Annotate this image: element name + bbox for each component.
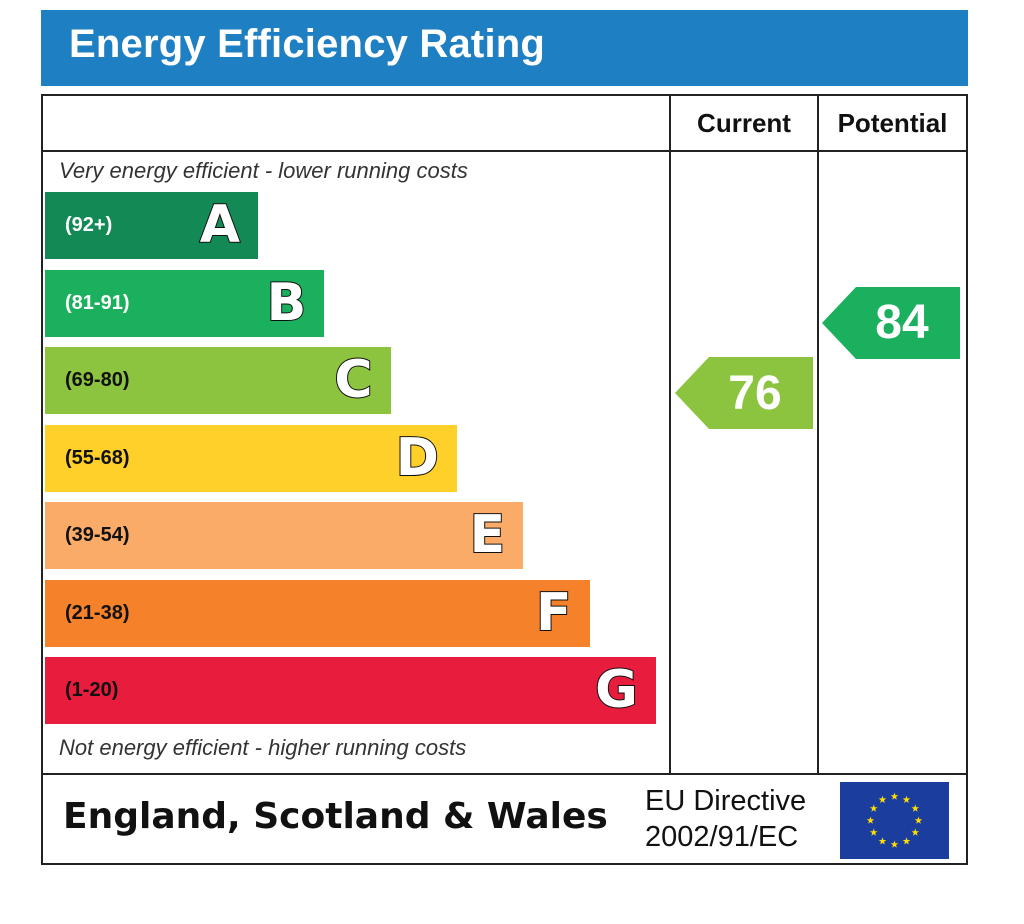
band-c: (69-80) C bbox=[45, 347, 391, 414]
band-range-label: (92+) bbox=[65, 214, 113, 236]
current-column-divider bbox=[669, 96, 671, 774]
band-e: (39-54) E bbox=[45, 502, 524, 569]
chart-title: Energy Efficiency Rating bbox=[69, 22, 546, 66]
eu-star-icon bbox=[878, 837, 887, 845]
eu-star-icon bbox=[902, 795, 911, 803]
band-range-label: (39-54) bbox=[65, 524, 130, 546]
band-letter: F bbox=[535, 582, 573, 644]
header-divider bbox=[43, 150, 966, 152]
title-bar: Energy Efficiency Rating bbox=[41, 10, 968, 86]
potential-column-divider bbox=[817, 96, 819, 774]
eu-star-icon bbox=[914, 816, 923, 824]
footer-divider bbox=[43, 773, 966, 775]
band-d: (55-68) D bbox=[45, 424, 457, 492]
eu-star-icon bbox=[869, 804, 878, 812]
band-letter: A bbox=[199, 194, 241, 256]
current-arrow-shape bbox=[675, 357, 813, 430]
band-letter: E bbox=[469, 504, 507, 566]
band-range-label: (55-68) bbox=[65, 446, 130, 469]
rating-frame: Current Potential Very energy efficient … bbox=[41, 94, 968, 865]
directive-line-2: 2002/91/EC bbox=[645, 821, 799, 853]
potential-column-header: Potential bbox=[837, 108, 948, 138]
eu-flag-icon bbox=[840, 782, 949, 859]
eu-directive: EU Directive 2002/91/EC bbox=[645, 783, 806, 855]
band-range-label: (69-80) bbox=[65, 369, 130, 391]
band-letter: D bbox=[395, 427, 440, 489]
potential-arrow-shape bbox=[822, 286, 960, 359]
band-range-label: (1-20) bbox=[65, 679, 119, 701]
band-f: (21-38) F bbox=[45, 579, 590, 647]
region-label: England, Scotland & Wales bbox=[63, 796, 608, 837]
eu-star-icon bbox=[890, 792, 899, 800]
current-rating-value: 76 bbox=[728, 366, 782, 420]
potential-rating-arrow: 84 bbox=[822, 286, 960, 359]
band-letter: C bbox=[333, 349, 373, 411]
band-letter: B bbox=[266, 272, 308, 334]
band-a: (92+) A bbox=[45, 192, 258, 259]
bottom-description: Not energy efficient - higher running co… bbox=[59, 735, 467, 760]
eu-star-icon bbox=[890, 840, 899, 848]
eu-star-icon bbox=[911, 804, 920, 812]
band-range-label: (81-91) bbox=[65, 291, 130, 314]
band-range-label: (21-38) bbox=[65, 601, 130, 624]
eu-star-icon bbox=[902, 837, 911, 845]
band-b: (81-91) B bbox=[45, 269, 325, 337]
current-column-header: Current bbox=[697, 108, 791, 138]
eu-star-icon bbox=[866, 816, 875, 824]
directive-line-1: EU Directive bbox=[645, 785, 807, 817]
potential-rating-value: 84 bbox=[875, 296, 929, 349]
eu-star-icon bbox=[878, 795, 887, 803]
band-g: (1-20) G bbox=[45, 657, 656, 724]
band-letter: G bbox=[594, 659, 639, 721]
eu-star-icon bbox=[911, 828, 920, 836]
current-rating-arrow: 76 bbox=[675, 357, 813, 430]
top-description: Very energy efficient - lower running co… bbox=[59, 158, 468, 183]
eu-star-icon bbox=[869, 828, 878, 836]
